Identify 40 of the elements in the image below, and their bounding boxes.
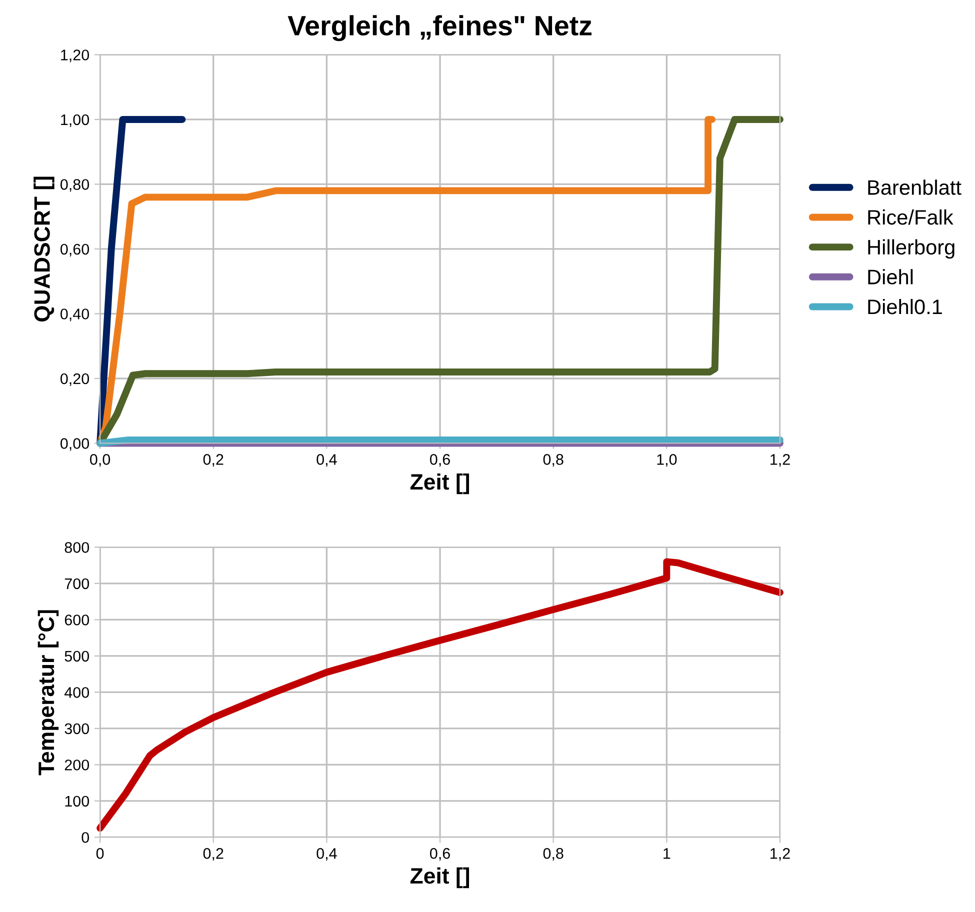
legend-label: Diehl xyxy=(868,269,913,284)
x-tick-label: 0 xyxy=(96,848,104,859)
x-tick-label: 0,6 xyxy=(430,848,450,861)
y-tick-label: 200 xyxy=(64,760,90,770)
y-axis-title: Temperatur [°C] xyxy=(38,610,59,776)
x-tick-label: 0,4 xyxy=(316,848,337,861)
x-axis-title: Zeit [] xyxy=(410,473,470,494)
legend-label: Diehl0.1 xyxy=(868,298,942,314)
y-tick-label: 0,00 xyxy=(60,438,90,451)
y-tick-label: 0,40 xyxy=(60,308,90,322)
chart-title: Vergleich „feines" Netz xyxy=(288,15,592,42)
y-tick-label: 1,20 xyxy=(61,50,90,62)
y-tick-label: 300 xyxy=(64,723,90,734)
x-tick-label: 0,2 xyxy=(203,454,224,467)
x-tick-label: 1,0 xyxy=(657,454,677,467)
y-tick-label: 0,60 xyxy=(60,244,90,256)
y-tick-label: 600 xyxy=(64,614,90,626)
x-tick-label: 1 xyxy=(664,848,670,859)
x-tick-label: 0,4 xyxy=(316,454,337,467)
x-axis-title: Zeit [] xyxy=(410,867,470,888)
x-tick-label: 0,6 xyxy=(430,454,450,467)
y-axis-title: QUADSCRT [] xyxy=(34,176,54,322)
x-tick-label: 1,2 xyxy=(770,454,790,467)
y-tick-label: 800 xyxy=(64,542,90,553)
y-tick-label: 0,20 xyxy=(60,373,90,386)
legend-label: Rice/Falk xyxy=(868,209,954,225)
legend-label: Barenblatt xyxy=(868,180,962,195)
legend-label: Hillerborg xyxy=(868,239,954,259)
x-tick-label: 0,2 xyxy=(203,848,224,861)
y-tick-label: 700 xyxy=(64,578,90,590)
y-tick-label: 400 xyxy=(64,687,90,698)
y-tick-label: 0 xyxy=(82,832,90,843)
x-tick-label: 0,8 xyxy=(543,454,564,467)
y-tick-label: 1,00 xyxy=(61,114,90,127)
x-tick-label: 0,0 xyxy=(90,454,110,467)
y-tick-label: 0,80 xyxy=(60,179,90,192)
x-tick-label: 1,2 xyxy=(770,848,790,861)
y-tick-label: 100 xyxy=(65,796,90,807)
x-tick-label: 0,8 xyxy=(543,848,564,861)
y-tick-label: 500 xyxy=(64,650,90,662)
